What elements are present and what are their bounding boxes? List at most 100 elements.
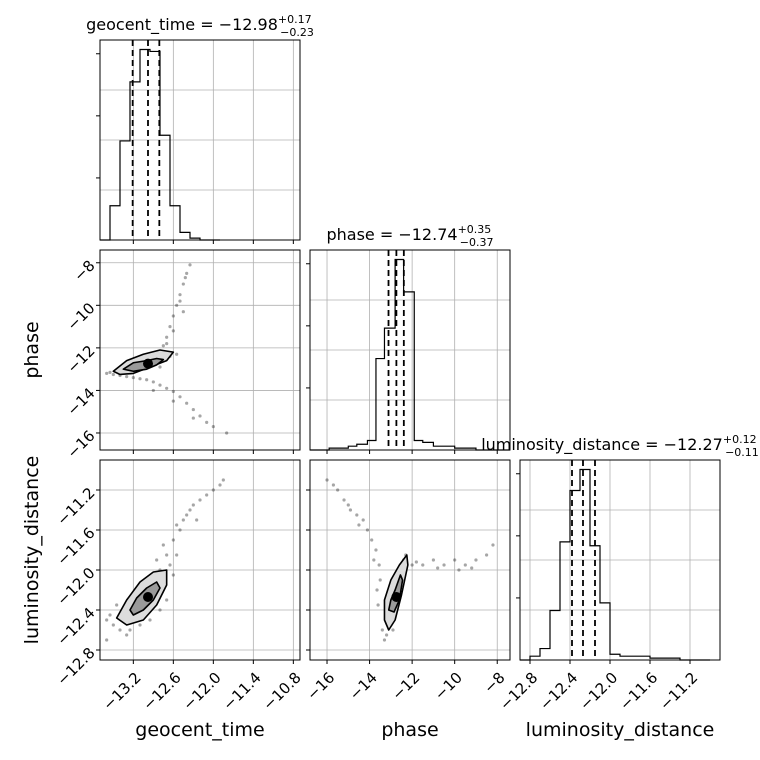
sample-point: [151, 388, 155, 393]
sample-point: [195, 518, 199, 522]
x-tick-label: −10.8: [259, 669, 304, 714]
sample-point: [372, 558, 376, 562]
title-median: −12.27: [664, 435, 723, 454]
sample-point: [474, 558, 478, 562]
sample-point: [218, 483, 222, 487]
sample-point: [205, 493, 209, 497]
sample-point: [436, 566, 440, 570]
sample-point: [414, 560, 418, 564]
sample-point: [355, 513, 359, 517]
x-tick-label: −13.2: [99, 669, 144, 714]
sample-point: [171, 389, 175, 394]
sample-point: [151, 380, 155, 384]
sample-point: [374, 548, 378, 552]
sample-point: [470, 566, 474, 570]
sample-point: [370, 538, 374, 542]
panel-phase-luminosity_distance: −16 −14 −12 −10 −8: [303, 459, 511, 704]
sample-point: [165, 342, 169, 346]
panel-frame: [99, 249, 301, 451]
sample-point: [181, 282, 185, 286]
sample-point: [178, 395, 182, 399]
sample-point: [463, 563, 467, 567]
panel-frame: [519, 459, 721, 661]
sample-point: [165, 386, 169, 390]
panel-frame: [99, 39, 301, 241]
title-minus: −0.23: [280, 26, 314, 39]
sample-point: [342, 498, 346, 502]
x-tick-label: −14: [346, 669, 381, 704]
sample-point: [145, 378, 149, 382]
y-axis-label-phase: phase: [21, 321, 43, 378]
sample-point: [165, 335, 169, 339]
sample-point: [175, 303, 179, 307]
sample-point: [384, 633, 389, 637]
sample-point: [128, 628, 132, 632]
sample-point: [185, 401, 189, 405]
sample-point: [357, 523, 361, 527]
sample-point: [183, 276, 187, 280]
title-median: −12.98: [219, 15, 278, 34]
sample-point: [191, 407, 195, 412]
panel-frame: [309, 459, 511, 661]
sample-point: [453, 558, 457, 562]
sample-point: [336, 488, 340, 492]
panel-luminosity_distance-luminosity_distance: luminosity_distance = −12.27+0.12 −0.11−1…: [481, 433, 759, 714]
x-tick-label: −11.6: [616, 669, 661, 714]
x-tick-label: −12.6: [139, 669, 184, 714]
x-axis-label-luminosity_distance: luminosity_distance: [526, 719, 715, 741]
sample-point: [181, 518, 185, 522]
sample-point: [115, 603, 119, 607]
sample-point: [410, 563, 414, 567]
sample-point: [171, 329, 175, 333]
sample-point: [188, 508, 192, 512]
sample-point: [171, 538, 175, 542]
sample-point: [225, 431, 229, 435]
sample-point: [361, 518, 365, 522]
title-median: −12.74: [398, 225, 457, 244]
y-tick-label: −12: [63, 342, 98, 377]
sample-point: [377, 563, 381, 567]
sample-point: [191, 503, 195, 507]
sample-point: [165, 553, 169, 557]
panel-frame: [309, 249, 511, 451]
sample-point: [331, 483, 336, 487]
x-axis-label-phase: phase: [381, 719, 438, 741]
y-tick-label: −12.8: [53, 644, 98, 689]
x-tick-label: −16: [303, 669, 338, 704]
panel-phase-phase: phase = −12.74+0.35 −0.37: [306, 223, 511, 454]
x-tick-label: −10: [431, 669, 466, 704]
y-axis-label-luminosity_distance: luminosity_distance: [21, 456, 43, 645]
sample-point: [131, 376, 135, 380]
sample-point: [175, 553, 179, 557]
sample-point: [125, 633, 129, 637]
sample-point: [211, 424, 215, 429]
sample-point: [348, 508, 353, 512]
sample-point: [382, 638, 387, 642]
x-tick-label: −12.0: [576, 669, 621, 714]
title-minus: −0.37: [460, 236, 494, 249]
sample-point: [105, 638, 109, 642]
x-tick-label: −12.0: [179, 669, 224, 714]
x-tick-label: −12: [388, 669, 423, 704]
sample-point: [105, 371, 109, 376]
sample-point: [380, 628, 384, 632]
sample-point: [161, 344, 165, 348]
sample-point: [181, 310, 185, 314]
density-peak: [391, 592, 402, 602]
sample-point: [375, 588, 379, 592]
sample-point: [221, 478, 225, 482]
sample-point: [178, 299, 182, 303]
sample-point: [158, 608, 162, 612]
sample-point: [178, 293, 182, 297]
sample-point: [346, 503, 350, 507]
y-tick-label: −12.4: [53, 604, 98, 649]
sample-point: [171, 399, 175, 403]
sample-point: [155, 558, 159, 562]
sample-point: [185, 271, 189, 276]
sample-point: [442, 563, 446, 567]
y-tick-label: −11.6: [53, 524, 98, 569]
sample-point: [205, 420, 209, 424]
sample-point: [118, 628, 122, 632]
title-text: geocent_time =: [86, 15, 219, 35]
